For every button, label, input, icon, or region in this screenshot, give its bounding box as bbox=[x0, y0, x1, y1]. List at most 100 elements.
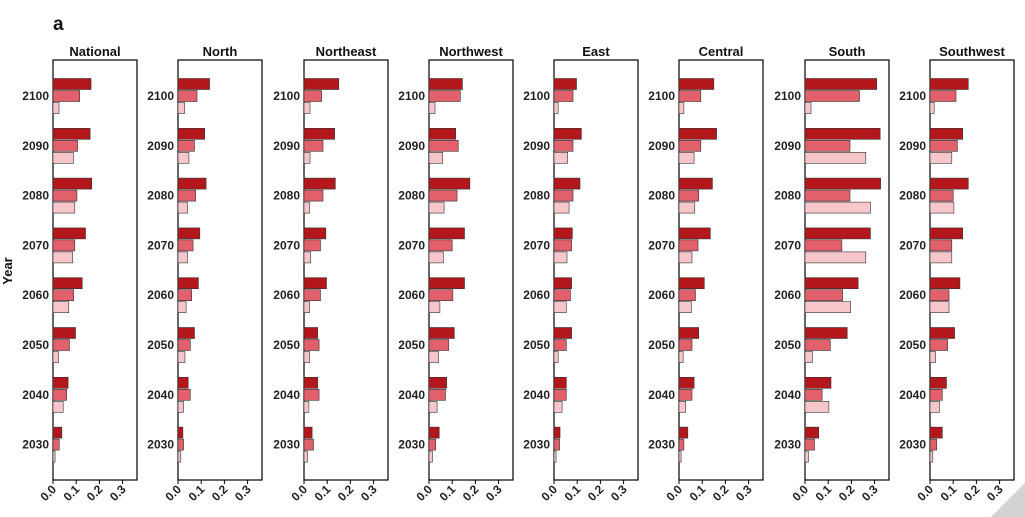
bar-central-2090-s2 bbox=[678, 140, 702, 152]
bar-northeast-2040-s3 bbox=[303, 400, 310, 413]
y-tick-label: 2100 bbox=[523, 89, 550, 103]
x-tick-label: 0.1 bbox=[938, 482, 960, 504]
bar-east-2080-s1 bbox=[553, 177, 581, 190]
bar-central-2080-s2 bbox=[678, 189, 700, 202]
bar-north-2050-s3 bbox=[177, 351, 186, 363]
bar-northeast-2030-s2 bbox=[303, 438, 314, 451]
bar-east-2080-s2 bbox=[553, 189, 574, 202]
panel-national: National 2100 2090 2080 2070 2060 2050 2040 2030… bbox=[22, 44, 138, 504]
bar-south-2080-s3 bbox=[804, 201, 871, 214]
bar-central-2040-s2 bbox=[678, 388, 693, 401]
x-tick-label: 0.1 bbox=[312, 482, 334, 504]
y-tick-label: 2080 bbox=[648, 189, 675, 203]
bar-south-2090-s3 bbox=[804, 152, 867, 164]
x-tick-label: 0.0 bbox=[413, 482, 435, 504]
bar-southwest-2090-s2 bbox=[929, 140, 958, 152]
bar-north-2080-s3 bbox=[177, 201, 188, 214]
bar-northwest-2080-s3 bbox=[428, 201, 445, 214]
bar-central-2100-s2 bbox=[678, 90, 702, 102]
y-tick-label: 2060 bbox=[22, 288, 49, 302]
bar-north-2040-s1 bbox=[177, 376, 189, 389]
bar-east-2100-s3 bbox=[553, 102, 559, 114]
panel-frame bbox=[177, 59, 263, 481]
bar-central-2040-s3 bbox=[678, 400, 687, 413]
bar-east-2060-s3 bbox=[553, 301, 567, 314]
bar-central-2070-s3 bbox=[678, 251, 693, 264]
bar-northwest-2050-s1 bbox=[428, 327, 455, 339]
bar-northeast-2090-s2 bbox=[303, 140, 324, 152]
y-tick-label: 2050 bbox=[523, 338, 550, 352]
y-tick-label: 2030 bbox=[899, 438, 926, 452]
bar-north-2030-s2 bbox=[177, 438, 184, 451]
bar-northeast-2090-s1 bbox=[303, 128, 335, 140]
bar-northwest-2050-s2 bbox=[428, 339, 450, 351]
bar-east-2070-s2 bbox=[553, 239, 572, 252]
panel-frame bbox=[428, 59, 514, 481]
panel-frame bbox=[52, 59, 138, 481]
y-tick-label: 2100 bbox=[22, 89, 49, 103]
y-tick-label: 2030 bbox=[147, 438, 174, 452]
panel-frame bbox=[678, 59, 764, 481]
panel-south: South 2100 2090 2080 2070 2060 2050 2040 2030 0.0… bbox=[774, 44, 890, 504]
y-tick-label: 2090 bbox=[774, 139, 801, 153]
bar-southwest-2030-s3 bbox=[929, 450, 934, 463]
page-corner-fold bbox=[991, 483, 1025, 517]
bar-northeast-2050-s3 bbox=[303, 351, 310, 363]
y-tick-label: 2100 bbox=[774, 89, 801, 103]
x-tick-label: 0.3 bbox=[608, 482, 630, 504]
bar-south-2080-s2 bbox=[804, 189, 851, 202]
bar-east-2090-s3 bbox=[553, 152, 568, 164]
bar-east-2100-s2 bbox=[553, 90, 574, 102]
y-tick-label: 2050 bbox=[899, 338, 926, 352]
bar-central-2090-s3 bbox=[678, 152, 695, 164]
bar-southwest-2100-s2 bbox=[929, 90, 957, 102]
panel-title: Northeast bbox=[316, 44, 377, 59]
bar-northwest-2030-s3 bbox=[428, 450, 433, 463]
x-tick-label: 0.0 bbox=[37, 482, 59, 504]
bar-north-2090-s1 bbox=[177, 128, 205, 140]
bar-north-2100-s3 bbox=[177, 102, 186, 114]
bar-national-2050-s1 bbox=[52, 327, 76, 339]
y-tick-label: 2050 bbox=[648, 338, 675, 352]
y-tick-label: 2040 bbox=[648, 388, 675, 402]
bar-north-2050-s2 bbox=[177, 339, 191, 351]
x-tick-label: 0.0 bbox=[663, 482, 685, 504]
panel-frame bbox=[929, 59, 1015, 481]
bar-northeast-2100-s2 bbox=[303, 90, 322, 102]
x-tick-label: 0.2 bbox=[209, 482, 231, 504]
bar-east-2100-s1 bbox=[553, 78, 577, 90]
bar-northwest-2080-s2 bbox=[428, 189, 458, 202]
bar-northeast-2060-s3 bbox=[303, 301, 310, 314]
bar-central-2060-s2 bbox=[678, 289, 696, 302]
bar-south-2040-s1 bbox=[804, 376, 832, 389]
y-tick-label: 2090 bbox=[899, 139, 926, 153]
bar-northeast-2040-s2 bbox=[303, 388, 320, 401]
bar-south-2090-s2 bbox=[804, 140, 851, 152]
y-tick-label: 2080 bbox=[774, 189, 801, 203]
x-tick-label: 0.1 bbox=[437, 482, 459, 504]
x-tick-label: 0.3 bbox=[859, 482, 881, 504]
bar-east-2050-s1 bbox=[553, 327, 572, 339]
bar-southwest-2090-s1 bbox=[929, 128, 964, 140]
y-tick-label: 2050 bbox=[398, 338, 425, 352]
bar-central-2040-s1 bbox=[678, 376, 695, 389]
bar-northwest-2070-s3 bbox=[428, 251, 444, 264]
bar-northeast-2070-s3 bbox=[303, 251, 312, 264]
bar-national-2060-s2 bbox=[52, 289, 74, 302]
bar-northeast-2060-s1 bbox=[303, 277, 327, 290]
bar-east-2080-s3 bbox=[553, 201, 570, 214]
y-tick-label: 2060 bbox=[398, 288, 425, 302]
bar-northwest-2070-s2 bbox=[428, 239, 453, 252]
y-tick-label: 2060 bbox=[273, 288, 300, 302]
bar-national-2040-s1 bbox=[52, 376, 69, 389]
bar-central-2030-s1 bbox=[678, 426, 689, 439]
bar-southwest-2100-s3 bbox=[929, 102, 935, 114]
bar-southwest-2060-s1 bbox=[929, 277, 961, 290]
bar-north-2040-s2 bbox=[177, 388, 191, 401]
bar-national-2060-s1 bbox=[52, 277, 83, 290]
bar-northwest-2060-s3 bbox=[428, 301, 441, 314]
bar-north-2100-s2 bbox=[177, 90, 198, 102]
y-tick-label: 2040 bbox=[774, 388, 801, 402]
bar-national-2030-s2 bbox=[52, 438, 60, 451]
y-tick-label: 2040 bbox=[523, 388, 550, 402]
